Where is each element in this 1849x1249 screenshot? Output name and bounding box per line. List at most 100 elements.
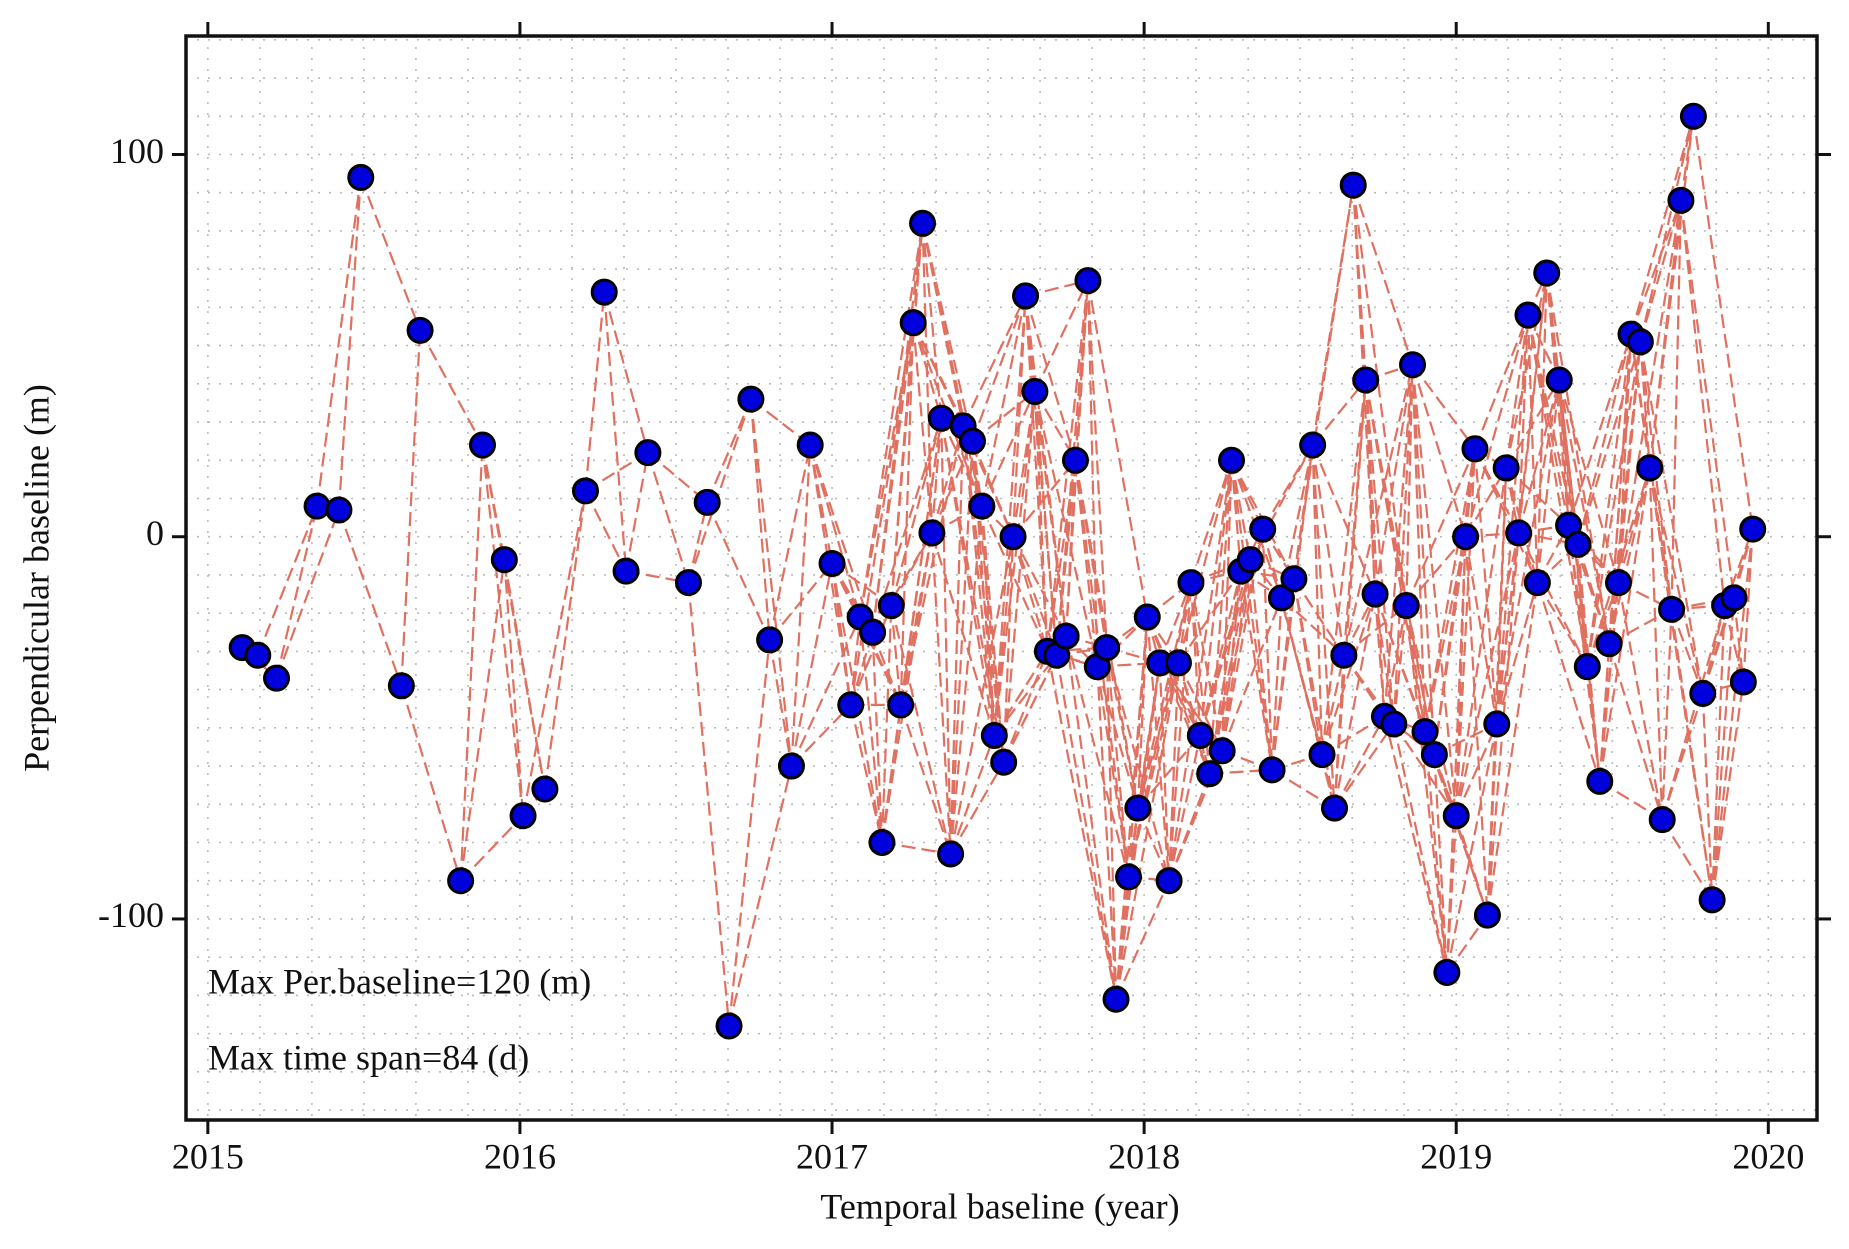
point bbox=[796, 431, 824, 459]
connection bbox=[1576, 341, 1642, 545]
connection bbox=[459, 559, 506, 881]
point bbox=[1115, 863, 1143, 891]
point bbox=[958, 427, 986, 455]
connection bbox=[459, 814, 524, 882]
connection bbox=[1670, 608, 1704, 694]
connection bbox=[1168, 735, 1202, 881]
point bbox=[1093, 634, 1121, 662]
connection bbox=[337, 509, 403, 687]
connection bbox=[809, 444, 834, 564]
connection bbox=[624, 452, 649, 572]
point bbox=[1473, 901, 1501, 929]
connection bbox=[1464, 536, 1498, 725]
point bbox=[837, 691, 865, 719]
point bbox=[244, 641, 272, 669]
connection bbox=[1648, 116, 1695, 469]
connection bbox=[1711, 681, 1745, 900]
connection bbox=[749, 399, 771, 641]
connection bbox=[849, 704, 884, 843]
point bbox=[1061, 446, 1089, 474]
point bbox=[634, 439, 662, 467]
connection bbox=[980, 506, 996, 736]
connection bbox=[1558, 379, 1611, 644]
plot-frame bbox=[184, 34, 1819, 1122]
point bbox=[531, 775, 559, 803]
connection bbox=[315, 177, 362, 507]
connection bbox=[1239, 570, 1274, 771]
connection bbox=[1411, 364, 1476, 450]
point bbox=[1361, 580, 1389, 608]
point bbox=[1514, 301, 1542, 329]
point bbox=[490, 546, 518, 574]
connection bbox=[1567, 333, 1633, 526]
connection bbox=[727, 639, 771, 1027]
point bbox=[1564, 530, 1592, 558]
connection bbox=[1105, 647, 1130, 878]
x-tick-label: 2017 bbox=[796, 1136, 868, 1176]
connection bbox=[1261, 529, 1274, 770]
connection bbox=[337, 177, 362, 511]
connection bbox=[1074, 460, 1099, 667]
connection bbox=[1661, 605, 1726, 820]
connection bbox=[790, 444, 812, 767]
connection bbox=[1364, 379, 1386, 717]
point bbox=[1399, 351, 1427, 379]
x-tick-label: 2018 bbox=[1108, 1136, 1180, 1176]
connection bbox=[1405, 364, 1414, 606]
point bbox=[1218, 446, 1246, 474]
connection bbox=[1536, 379, 1561, 583]
point bbox=[1648, 806, 1676, 834]
connection bbox=[1598, 467, 1651, 782]
connection bbox=[1586, 467, 1651, 668]
points bbox=[228, 102, 1767, 1040]
point bbox=[1720, 584, 1748, 612]
connection bbox=[1127, 662, 1180, 878]
connection bbox=[1411, 364, 1458, 816]
connection bbox=[1517, 272, 1548, 534]
point bbox=[1667, 186, 1695, 214]
connection bbox=[1505, 272, 1548, 469]
connection bbox=[1373, 593, 1386, 717]
connection bbox=[1364, 379, 1436, 755]
point bbox=[1533, 259, 1561, 287]
connection bbox=[1639, 341, 1673, 610]
x-tick-label: 2016 bbox=[484, 1136, 556, 1176]
connection bbox=[1617, 582, 1664, 820]
connection bbox=[1536, 582, 1589, 668]
connection bbox=[1221, 597, 1283, 752]
point bbox=[1573, 653, 1601, 681]
connection bbox=[1261, 444, 1314, 530]
point bbox=[1505, 519, 1533, 547]
point bbox=[1133, 603, 1161, 631]
connection bbox=[1405, 605, 1448, 973]
connection bbox=[256, 505, 319, 656]
connection bbox=[949, 441, 974, 855]
connection bbox=[1517, 314, 1530, 533]
connection bbox=[1221, 559, 1252, 751]
connection bbox=[949, 761, 1005, 855]
connection bbox=[1455, 723, 1498, 817]
connection bbox=[1136, 616, 1149, 809]
connection bbox=[1405, 448, 1476, 606]
connection bbox=[1002, 635, 1068, 763]
point bbox=[325, 496, 353, 524]
point bbox=[1586, 767, 1614, 795]
connection bbox=[1177, 459, 1233, 664]
connection bbox=[603, 292, 628, 572]
connection bbox=[1639, 200, 1682, 343]
connection bbox=[1742, 529, 1754, 683]
connection bbox=[1639, 116, 1695, 343]
point bbox=[1605, 569, 1633, 597]
connection bbox=[980, 506, 1005, 763]
point bbox=[1052, 622, 1080, 650]
point bbox=[1196, 760, 1224, 788]
point bbox=[1155, 867, 1183, 895]
point bbox=[1074, 267, 1102, 295]
connection bbox=[419, 329, 484, 446]
connection bbox=[1576, 333, 1633, 545]
connection bbox=[1670, 609, 1714, 900]
connection bbox=[1002, 536, 1015, 763]
connection bbox=[706, 398, 752, 503]
connection bbox=[1158, 662, 1211, 775]
connection bbox=[1292, 184, 1355, 579]
